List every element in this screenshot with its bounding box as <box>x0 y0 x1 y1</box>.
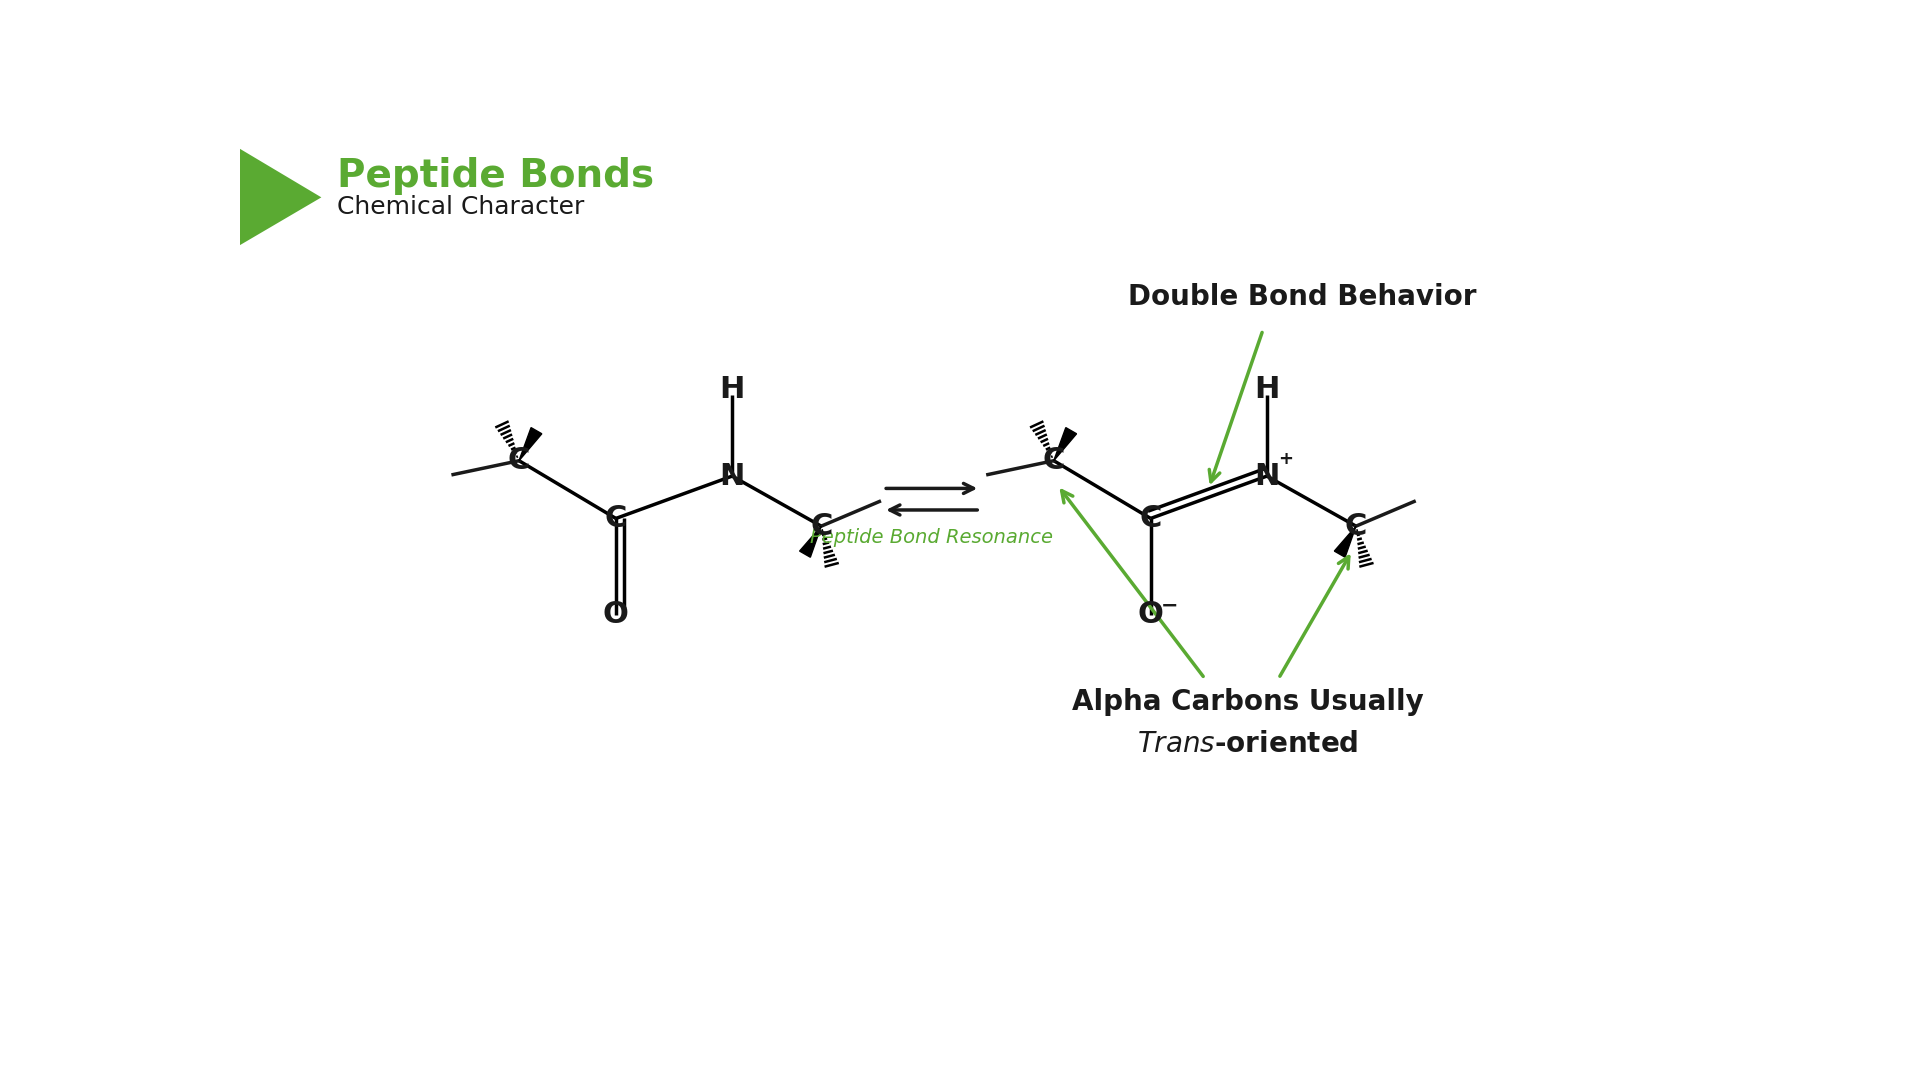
Text: O: O <box>603 600 630 630</box>
Text: Peptide Bond Resonance: Peptide Bond Resonance <box>810 528 1054 548</box>
Polygon shape <box>518 428 541 461</box>
Text: C: C <box>507 446 530 475</box>
Text: +: + <box>1279 450 1292 468</box>
Text: O: O <box>1139 600 1164 630</box>
Text: H: H <box>1254 375 1279 404</box>
Text: N: N <box>1254 461 1279 490</box>
Text: C: C <box>810 512 833 541</box>
Text: Alpha Carbons Usually: Alpha Carbons Usually <box>1071 688 1423 716</box>
Text: C: C <box>1344 512 1367 541</box>
Text: Chemical Character: Chemical Character <box>336 195 584 219</box>
Text: C: C <box>1139 504 1162 532</box>
Text: N: N <box>720 461 745 490</box>
Text: Double Bond Behavior: Double Bond Behavior <box>1127 283 1476 311</box>
Text: −: − <box>1162 595 1179 616</box>
Text: $\it{Trans}$-oriented: $\it{Trans}$-oriented <box>1137 730 1357 758</box>
Text: C: C <box>605 504 628 532</box>
Text: H: H <box>720 375 745 404</box>
Text: Peptide Bonds: Peptide Bonds <box>336 157 655 194</box>
Polygon shape <box>240 149 321 245</box>
Polygon shape <box>1334 526 1356 557</box>
Polygon shape <box>1054 428 1077 461</box>
Text: C: C <box>1043 446 1066 475</box>
Polygon shape <box>799 526 822 557</box>
